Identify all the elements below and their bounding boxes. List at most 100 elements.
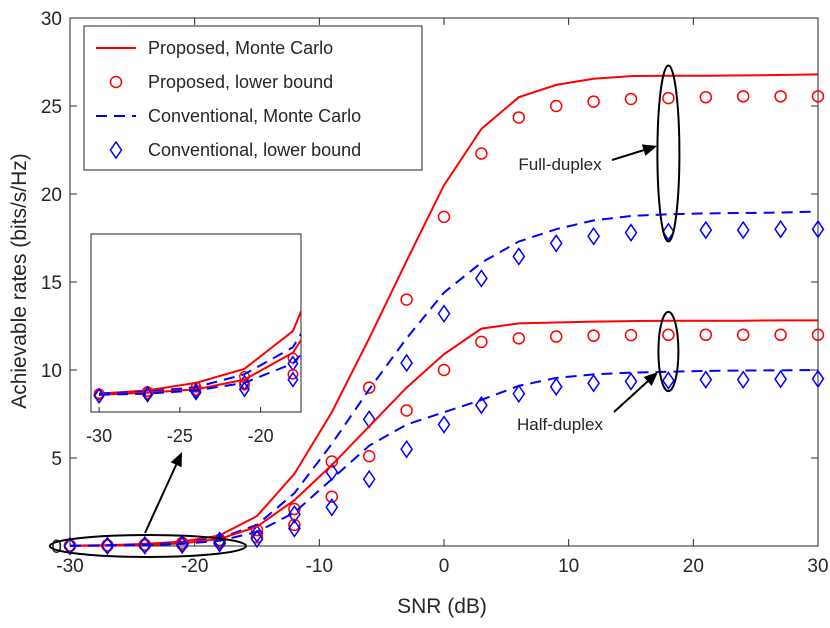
data-point-circle xyxy=(400,293,413,306)
data-point-diamond xyxy=(587,226,601,246)
x-axis-title: SNR (dB) xyxy=(397,595,487,618)
data-point-diamond xyxy=(512,247,526,266)
series-line xyxy=(69,369,819,547)
data-point-circle xyxy=(288,502,301,516)
data-point-diamond xyxy=(587,373,601,393)
series-solid-full xyxy=(99,308,301,395)
data-point-diamond xyxy=(774,219,788,239)
series-layer xyxy=(63,73,825,556)
data-point-diamond xyxy=(437,415,451,434)
full-duplex-arrow xyxy=(611,144,657,161)
y-tick-label: 5 xyxy=(51,449,62,470)
inset-x-tick-label: -20 xyxy=(248,426,274,446)
series-dashed-half xyxy=(99,352,301,396)
data-point-diamond xyxy=(250,529,264,549)
legend-label: Proposed, Monte Carlo xyxy=(148,38,333,58)
x-tick-label: 30 xyxy=(807,556,828,577)
data-point-diamond xyxy=(661,371,675,390)
data-point-diamond xyxy=(287,371,299,388)
data-point-diamond xyxy=(474,395,488,415)
data-point-diamond xyxy=(325,497,339,517)
data-point-circle xyxy=(587,95,600,108)
data-point-circle xyxy=(811,328,825,342)
series-dashed-half xyxy=(69,369,819,547)
data-point-diamond xyxy=(238,381,251,398)
data-point-circle xyxy=(475,147,488,160)
y-axis-ticks: 0 5 10 15 20 25 30 xyxy=(41,9,818,558)
zoom-region-ellipse xyxy=(48,534,248,558)
data-point-circle xyxy=(699,90,713,104)
legend-entry: Proposed, lower bound xyxy=(109,72,333,92)
x-tick-label: 20 xyxy=(683,556,704,577)
legend-entry: Proposed, Monte Carlo xyxy=(96,38,333,58)
legend: Proposed, Monte Carlo Proposed, lower bou… xyxy=(83,25,423,171)
legend-entry: Conventional, Monte Carlo xyxy=(96,106,361,126)
data-point-diamond xyxy=(287,519,301,538)
data-point-circle xyxy=(699,328,713,342)
data-point-diamond xyxy=(287,504,301,524)
half-duplex-ellipse xyxy=(657,310,680,393)
data-point-diamond xyxy=(190,384,202,401)
half-duplex-label: Half-duplex xyxy=(517,415,603,434)
annotation-layer: Full-duplex Half-duplex xyxy=(48,64,681,558)
legend-label: Proposed, lower bound xyxy=(148,72,333,92)
data-point-diamond xyxy=(100,536,114,556)
data-point-diamond xyxy=(624,223,638,243)
series-line xyxy=(99,352,301,396)
series-solid-half xyxy=(69,319,818,547)
data-point-diamond xyxy=(549,233,563,253)
data-point-diamond xyxy=(400,439,414,459)
data-point-diamond xyxy=(736,370,750,390)
data-point-diamond xyxy=(93,387,105,404)
series-line xyxy=(99,308,301,395)
data-point-diamond xyxy=(474,269,488,288)
data-point-diamond xyxy=(250,524,264,544)
data-point-diamond xyxy=(400,353,414,373)
inset-x-tick-label: -25 xyxy=(167,426,193,446)
data-point-diamond xyxy=(138,536,152,555)
series-line xyxy=(99,338,301,396)
data-point-circle xyxy=(362,381,376,394)
data-point-circle xyxy=(624,92,638,106)
inset-x-tick-label: -30 xyxy=(86,426,112,446)
data-point-circle xyxy=(287,368,299,380)
y-tick-label: 0 xyxy=(51,537,62,558)
full-duplex-label: Full-duplex xyxy=(518,155,602,174)
data-point-circle xyxy=(549,330,563,343)
data-point-circle xyxy=(774,90,787,103)
y-tick-label: 20 xyxy=(41,185,62,206)
inset-chart: -30 -25 -20 xyxy=(86,233,302,446)
data-point-circle xyxy=(437,363,451,377)
y-tick-label: 10 xyxy=(41,361,62,382)
series-dashed-full xyxy=(69,210,819,547)
x-tick-label: 0 xyxy=(439,556,450,577)
data-point-circle xyxy=(549,99,563,113)
series-line xyxy=(69,319,818,547)
full-duplex-ellipse xyxy=(656,64,681,243)
x-tick-label: -30 xyxy=(56,556,83,577)
series-solid-full xyxy=(69,73,819,547)
legend-box xyxy=(83,25,423,171)
y-tick-label: 25 xyxy=(41,97,62,118)
data-point-circle xyxy=(512,111,526,124)
data-point-circle xyxy=(774,328,787,342)
series-line xyxy=(69,73,819,547)
x-tick-label: -20 xyxy=(181,556,208,577)
data-point-diamond xyxy=(699,370,713,390)
legend-label: Conventional, Monte Carlo xyxy=(148,106,361,126)
data-point-circle xyxy=(662,91,675,105)
y-tick-label: 30 xyxy=(41,9,62,30)
series-line xyxy=(69,210,819,547)
data-point-circle xyxy=(811,90,825,103)
data-point-circle xyxy=(475,335,488,349)
data-point-circle xyxy=(400,404,413,417)
data-point-diamond xyxy=(624,372,638,391)
series-diamond-half xyxy=(93,371,299,404)
y-axis-title: Achievable rates (bits/s/Hz) xyxy=(8,153,31,409)
x-axis-ticks: -30 -20 -10 0 10 20 30 xyxy=(56,18,829,577)
data-point-circle xyxy=(624,328,638,342)
y-tick-label: 15 xyxy=(41,273,62,294)
data-point-circle xyxy=(736,90,750,103)
